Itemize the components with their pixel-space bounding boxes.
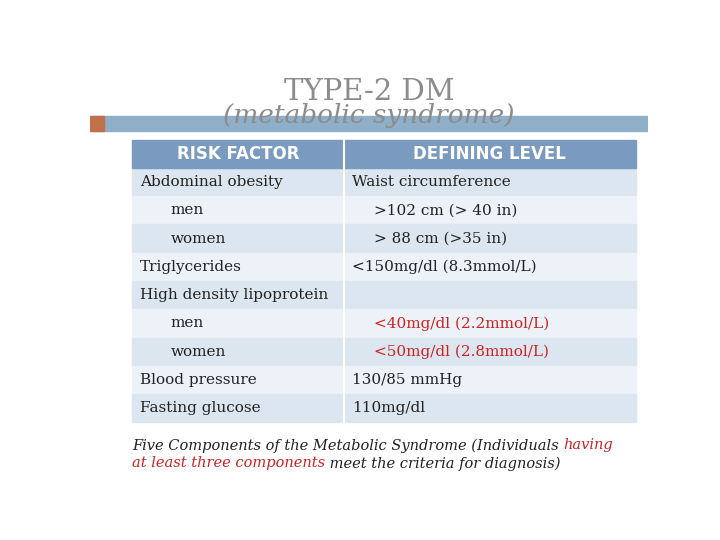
Text: <50mg/dl (2.8mmol/L): <50mg/dl (2.8mmol/L)	[374, 345, 549, 359]
Bar	[132, 309, 636, 338]
Text: > 88 cm (>35 in): > 88 cm (>35 in)	[374, 232, 507, 246]
Bar	[132, 338, 636, 366]
Bar	[132, 253, 636, 281]
Text: Abdominal obesity: Abdominal obesity	[140, 175, 283, 189]
Text: (metabolic syndrome): (metabolic syndrome)	[223, 103, 515, 128]
Bar	[132, 225, 636, 253]
Text: Triglycerides: Triglycerides	[140, 260, 242, 274]
Text: DEFINING LEVEL: DEFINING LEVEL	[413, 145, 566, 163]
Bar	[132, 281, 636, 309]
Text: TYPE-2 DM: TYPE-2 DM	[284, 78, 454, 106]
Text: having: having	[563, 438, 613, 452]
Text: <150mg/dl (8.3mmol/L): <150mg/dl (8.3mmol/L)	[352, 260, 537, 274]
Text: meet the criteria for diagnosis): meet the criteria for diagnosis)	[325, 456, 560, 471]
Text: Waist circumference: Waist circumference	[352, 175, 511, 189]
Text: women: women	[171, 345, 226, 359]
Text: 130/85 mmHg: 130/85 mmHg	[352, 373, 462, 387]
Bar	[132, 168, 636, 196]
Text: Blood pressure: Blood pressure	[140, 373, 257, 387]
Bar	[132, 394, 636, 422]
Text: Fasting glucose: Fasting glucose	[140, 401, 261, 415]
Text: men: men	[171, 316, 204, 330]
Text: RISK FACTOR: RISK FACTOR	[176, 145, 299, 163]
Text: women: women	[171, 232, 226, 246]
Text: men: men	[171, 204, 204, 217]
Bar	[132, 366, 636, 394]
Text: High density lipoprotein: High density lipoprotein	[140, 288, 328, 302]
Text: <40mg/dl (2.2mmol/L): <40mg/dl (2.2mmol/L)	[374, 316, 549, 330]
Bar	[90, 116, 648, 131]
Bar	[132, 196, 636, 225]
Text: Five Components of the Metabolic Syndrome (Individuals: Five Components of the Metabolic Syndrom…	[132, 438, 563, 453]
Bar	[132, 140, 636, 168]
Text: at least three components: at least three components	[132, 456, 325, 470]
Text: >102 cm (> 40 in): >102 cm (> 40 in)	[374, 204, 517, 217]
Bar	[90, 116, 104, 131]
Text: 110mg/dl: 110mg/dl	[352, 401, 426, 415]
